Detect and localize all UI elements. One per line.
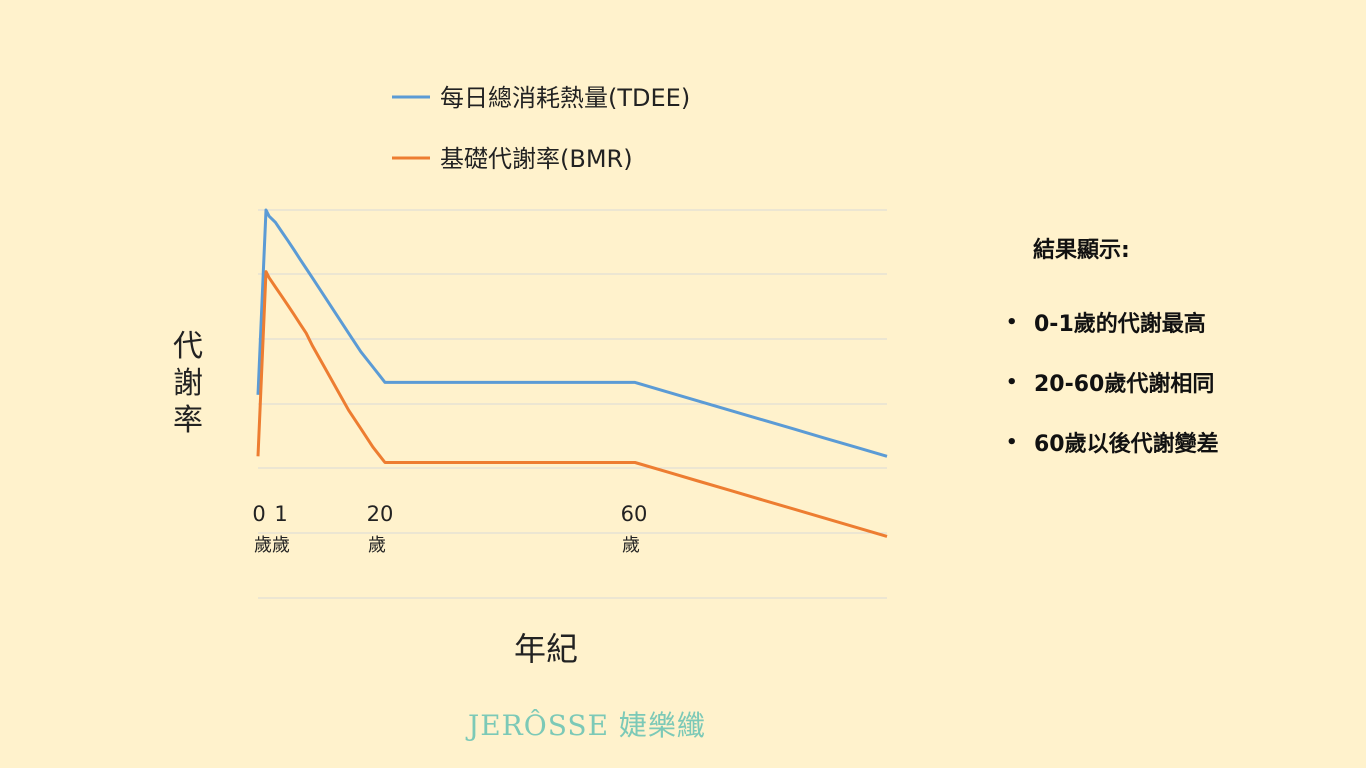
results-item-text: 0-1歲的代謝最高 xyxy=(1034,312,1206,337)
tick-unit-label: 歲 xyxy=(368,535,386,556)
series-line xyxy=(256,270,888,538)
tick-unit-label: 歲 xyxy=(622,535,640,556)
brand-logo: JERÔSSE 婕樂纖 xyxy=(468,709,706,742)
results-title: 結果顯示: xyxy=(1033,238,1130,263)
chart-legend: 每日總消耗熱量(TDEE) 基礎代謝率(BMR) xyxy=(392,84,690,173)
tick-label: 1 xyxy=(274,502,287,526)
x-axis-label: 年紀 xyxy=(514,630,578,668)
tick-unit-label: 歲 xyxy=(272,535,290,556)
results-panel: 結果顯示: • 0-1歲的代謝最高 • 20-60歲代謝相同 • 60歲以後代謝… xyxy=(1006,232,1346,472)
tick-label: 60 xyxy=(621,502,648,526)
tick-unit-label: 歲 xyxy=(254,535,272,556)
results-item: • 20-60歲代謝相同 xyxy=(1006,352,1346,412)
tick-label: 20 xyxy=(367,502,394,526)
series-line xyxy=(256,208,888,458)
results-item-text: 60歲以後代謝變差 xyxy=(1034,432,1219,457)
bullet-icon: • xyxy=(1006,371,1018,393)
legend-label: 每日總消耗熱量(TDEE) xyxy=(440,84,690,112)
y-axis-label-char: 謝 xyxy=(173,366,203,401)
results-item: • 0-1歲的代謝最高 xyxy=(1006,292,1346,352)
legend-label: 基礎代謝率(BMR) xyxy=(440,145,633,173)
results-item-text: 20-60歲代謝相同 xyxy=(1034,372,1215,397)
bullet-icon: • xyxy=(1006,311,1018,333)
y-axis-label-char: 率 xyxy=(173,403,203,438)
y-axis-label: 代謝率 xyxy=(173,329,203,438)
results-item: • 60歲以後代謝變差 xyxy=(1006,412,1346,472)
chart-series xyxy=(256,208,888,538)
bullet-icon: • xyxy=(1006,431,1018,453)
chart-grid xyxy=(258,209,887,599)
y-axis-label-char: 代 xyxy=(173,329,203,364)
tick-label: 0 xyxy=(252,502,265,526)
